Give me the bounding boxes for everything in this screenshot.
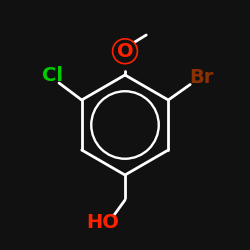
Text: Cl: Cl: [42, 66, 63, 85]
Text: O: O: [117, 42, 133, 61]
Text: HO: HO: [86, 213, 120, 232]
Text: Br: Br: [189, 68, 213, 87]
